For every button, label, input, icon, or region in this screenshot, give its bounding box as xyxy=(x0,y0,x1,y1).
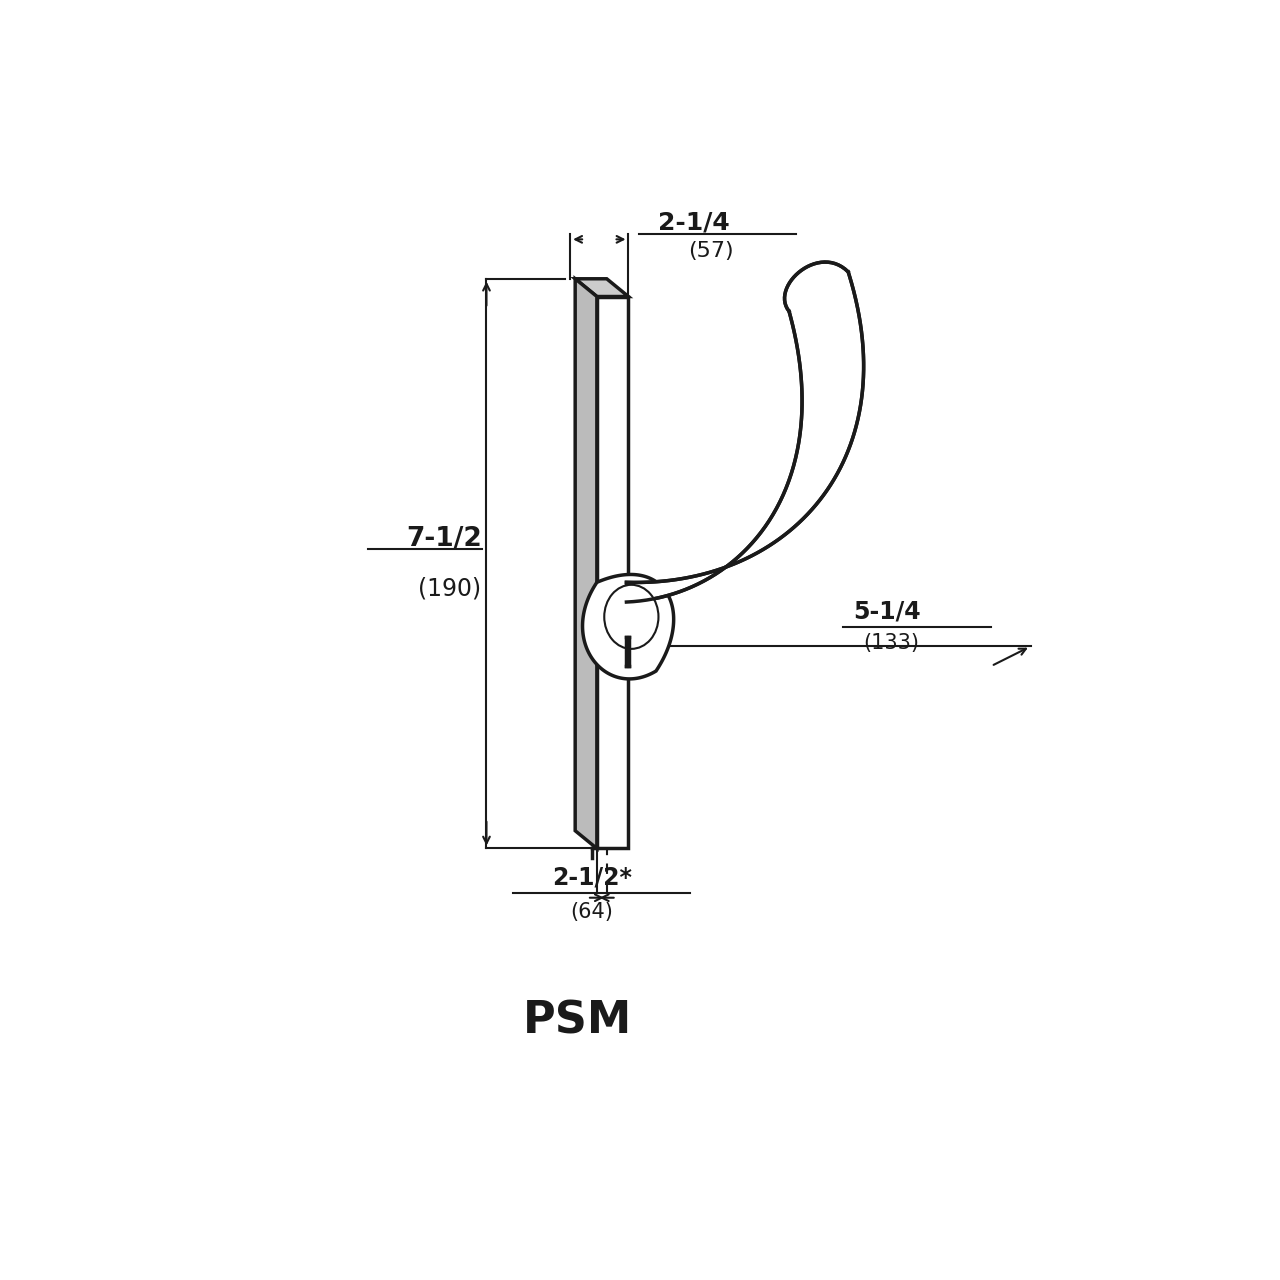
Polygon shape xyxy=(626,262,864,602)
Text: 2-1/2*: 2-1/2* xyxy=(552,865,632,890)
Text: PSM: PSM xyxy=(522,1000,632,1042)
Text: 2-1/4: 2-1/4 xyxy=(658,210,730,234)
Polygon shape xyxy=(596,297,628,849)
Polygon shape xyxy=(575,279,628,297)
Text: (133): (133) xyxy=(863,634,919,653)
Ellipse shape xyxy=(604,585,658,649)
Text: (57): (57) xyxy=(689,241,733,261)
Text: (190): (190) xyxy=(419,576,481,600)
Text: 7-1/2: 7-1/2 xyxy=(406,526,481,552)
Text: 5-1/4: 5-1/4 xyxy=(852,600,920,623)
Polygon shape xyxy=(575,279,596,849)
Text: (64): (64) xyxy=(571,902,613,923)
Polygon shape xyxy=(582,575,673,678)
